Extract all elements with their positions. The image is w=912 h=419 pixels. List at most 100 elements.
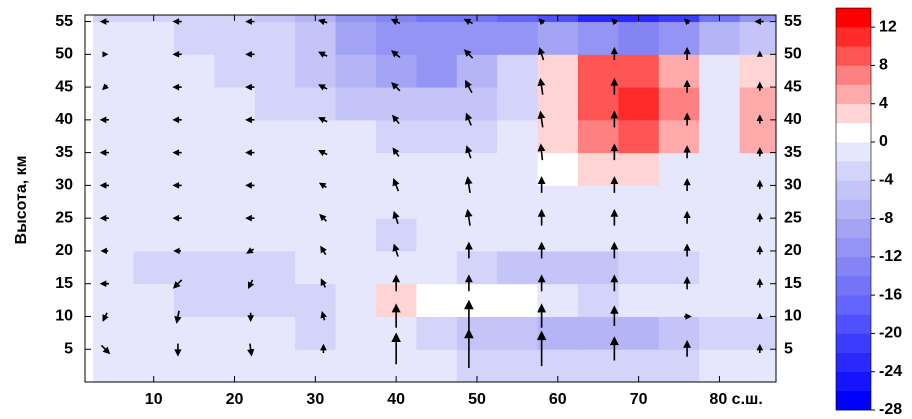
wind-arrow [756, 114, 764, 124]
colorbar-label: 8 [879, 57, 888, 74]
x-tick-label: 60 [549, 391, 567, 408]
field-cell [335, 218, 377, 252]
field-cell [254, 283, 296, 317]
field-cell [618, 316, 660, 350]
wind-arrow [683, 145, 691, 159]
field-cell [739, 185, 776, 219]
field-cell [739, 316, 776, 350]
field-cell [456, 152, 498, 186]
wind-arrow [754, 18, 764, 25]
wind-arrow [390, 18, 401, 26]
field-cell [699, 87, 741, 121]
colorbar-swatch [836, 314, 871, 334]
wind-arrow [172, 279, 183, 289]
field-cell [456, 283, 498, 317]
wind-arrow [538, 46, 546, 61]
field-cell [93, 54, 134, 88]
field-cell [295, 54, 337, 88]
y-tick-label: 35 [55, 144, 73, 161]
wind-arrow [756, 212, 764, 222]
y-tick-label-right: 55 [784, 13, 802, 30]
y-tick-label: 25 [55, 209, 73, 226]
field-cell [658, 283, 700, 317]
field-cell [618, 87, 660, 121]
wind-arrow [683, 79, 691, 93]
wind-arrow [318, 51, 328, 58]
field-cell [416, 316, 458, 350]
wind-arrow [537, 303, 547, 328]
field-cell [497, 185, 539, 219]
y-tick-label: 10 [55, 308, 73, 325]
colorbar-frame [835, 7, 872, 411]
field-cell [133, 218, 175, 252]
wind-arrow [610, 143, 619, 161]
field-cell [739, 218, 776, 252]
wind-arrow [102, 83, 109, 91]
colorbar-swatch [836, 103, 871, 124]
field-cell [658, 54, 700, 88]
field-cell [456, 218, 498, 252]
field-cell [416, 349, 458, 382]
wind-arrow [537, 274, 546, 292]
field-cell [739, 21, 776, 55]
field-cell [537, 87, 579, 121]
field-cell [254, 15, 296, 23]
field-cell [699, 21, 741, 55]
y-tick-label: 50 [55, 46, 73, 63]
field-cell [214, 87, 256, 121]
field-cell [335, 15, 377, 23]
wind-arrow [610, 208, 619, 226]
colorbar-swatch [836, 46, 871, 66]
wind-arrow [683, 112, 691, 126]
field-cell [335, 349, 377, 382]
field-cell [658, 218, 700, 252]
field-cell [618, 185, 660, 219]
colorbar-label: -4 [879, 172, 893, 189]
field-cell [295, 250, 337, 285]
wind-arrow [392, 147, 400, 157]
wind-arrow [318, 84, 328, 91]
wind-arrow [683, 276, 691, 290]
wind-arrow [391, 82, 401, 92]
field-cell [93, 152, 134, 186]
field-cell [173, 15, 215, 23]
field-cell [699, 218, 741, 252]
wind-arrow [611, 18, 618, 26]
field-cell [577, 152, 619, 186]
field-cell [254, 152, 296, 186]
field-cell [699, 152, 741, 186]
field-cell [214, 283, 256, 317]
wind-arrow [318, 149, 328, 157]
y-tick-label: 20 [55, 242, 73, 259]
field-cell [173, 119, 215, 154]
wind-arrow [756, 179, 764, 190]
wind-arrow [245, 214, 255, 222]
colorbar-swatch [836, 390, 871, 411]
field-cell [335, 152, 377, 186]
field-cell [375, 152, 417, 186]
colorbar-label: 4 [879, 95, 888, 112]
wind-arrow [99, 116, 109, 124]
colorbar-swatch [836, 142, 871, 162]
y-tick-label-right: 40 [784, 111, 802, 128]
x-tick-label: 20 [226, 391, 244, 408]
field-cell [214, 152, 256, 186]
field-cell [295, 21, 337, 55]
field-cell [699, 185, 741, 219]
wind-arrow [172, 50, 182, 58]
field-cell [497, 283, 539, 317]
field-cell [295, 316, 337, 350]
wind-arrow [245, 50, 255, 58]
colorbar-swatch [836, 218, 871, 239]
field-cell [93, 21, 134, 55]
field-cell [214, 54, 256, 88]
field-cell [658, 185, 700, 219]
colorbar-swatch [836, 295, 871, 315]
wind-arrow [538, 18, 546, 26]
x-tick-label: 30 [306, 391, 324, 408]
field-cell [173, 250, 215, 285]
wind-arrow [756, 278, 764, 288]
field-cell [375, 185, 417, 219]
wind-arrow [610, 241, 619, 259]
field-cell [739, 152, 776, 186]
